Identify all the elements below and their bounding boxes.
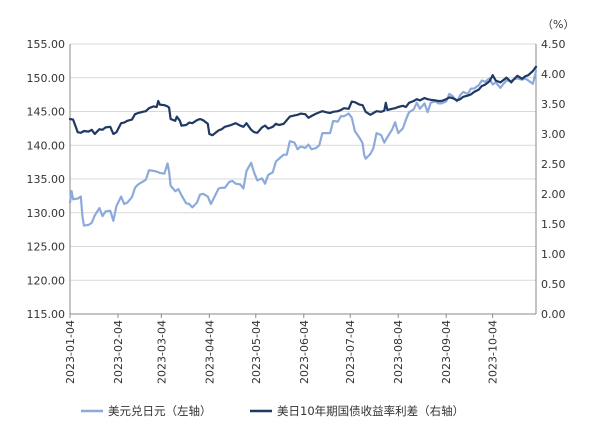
x-tick-label: 2023-01-04 [64,320,77,384]
series-line-2 [68,65,538,137]
series-line-1 [68,69,538,227]
legend-label-1: 美元兑日元（左轴） [108,404,212,418]
y-right-tick-label: 3.50 [541,98,566,111]
gridlines [70,43,536,281]
y-right-tick-label: 1.00 [541,248,566,261]
y-left-tick-label: 115.00 [27,308,66,321]
y-right-tick-label: 0.00 [541,308,566,321]
y-left-tick-label: 120.00 [27,274,66,287]
x-tick-label: 2023-10-04 [487,320,500,384]
y-left-tick-label: 135.00 [27,173,66,186]
legend: 美元兑日元（左轴） 美日10年期国债收益率利差（右轴） [81,404,464,418]
y-right-tick-label: 4.50 [541,38,566,51]
axes: 115.00 120.00 125.00 130.00 135.00 140.00 145.… [27,18,575,384]
y-right-tick-label: 1.50 [541,218,566,231]
y-left-tick-label: 130.00 [27,207,66,220]
y-left-tick-label: 155.00 [27,38,66,51]
x-tick-label: 2023-02-04 [112,320,125,384]
y-left-tick-label: 140.00 [27,139,66,152]
x-tick-label: 2023-06-04 [298,320,311,384]
x-tick-label: 2023-08-04 [392,320,405,384]
legend-label-2: 美日10年期国债收益率利差（右轴） [277,404,464,418]
x-tick-label: 2023-04-04 [203,320,216,384]
y-right-tick-label: 2.50 [541,158,566,171]
x-tick-label: 2023-09-04 [440,320,453,384]
y-left-tick-label: 150.00 [27,72,66,85]
y-right-tick-label: 2.00 [541,188,566,201]
x-tick-label: 2023-05-04 [250,320,263,384]
series-lines [68,65,538,227]
y-right-tick-label: 0.50 [541,278,566,291]
y-right-tick-label: 4.00 [541,68,566,81]
x-tick-label: 2023-07-04 [344,320,357,384]
y-left-tick-label: 145.00 [27,106,66,119]
y-left-tick-label: 125.00 [27,241,66,254]
y-right-tick-label: 3.00 [541,128,566,141]
x-tick-label: 2023-03-04 [155,320,168,384]
y-right-unit-label: （%） [542,18,574,31]
